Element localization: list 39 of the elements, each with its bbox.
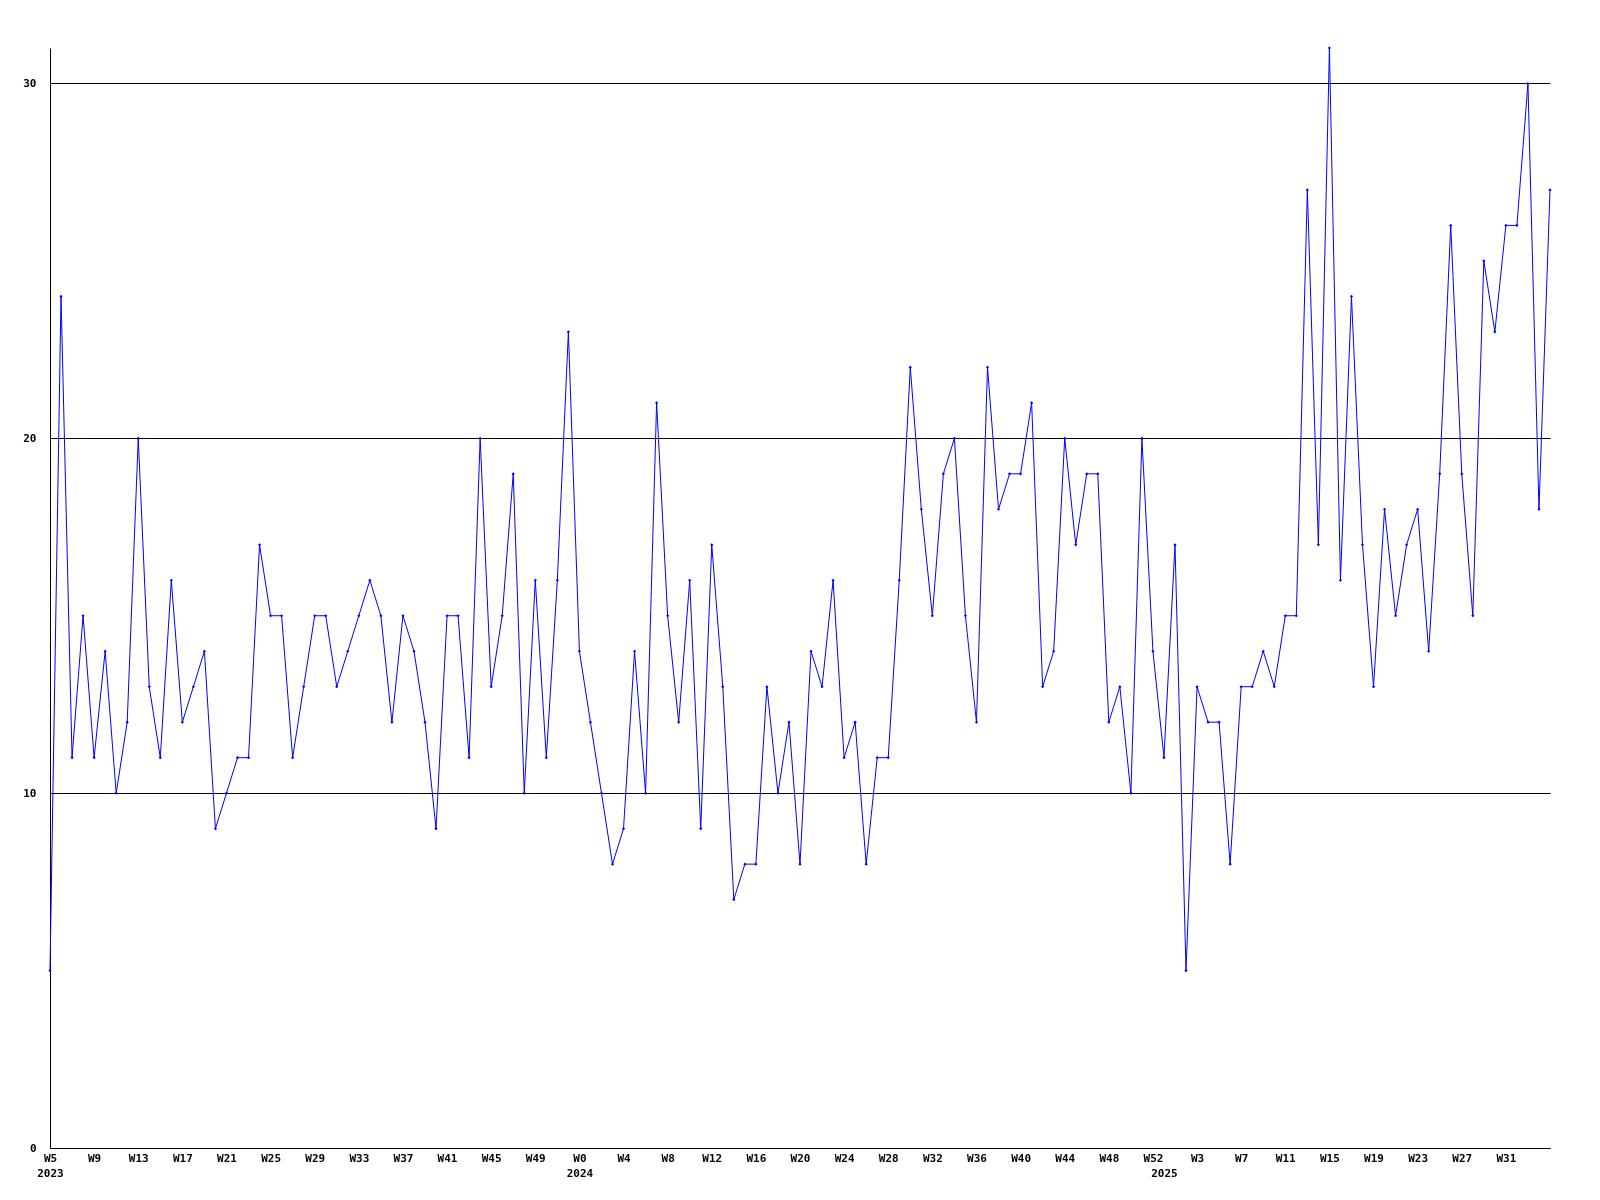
x-tick-label: W33 xyxy=(349,1151,370,1165)
x-tick-label: W48 xyxy=(1099,1151,1120,1165)
y-tick-label: 0 xyxy=(29,1141,37,1155)
x-tick-label: W21 xyxy=(217,1151,238,1165)
x-tick-label: W24 xyxy=(834,1151,855,1165)
y-tick-label: 10 xyxy=(23,786,37,800)
x-tick-label: W37 xyxy=(393,1151,414,1165)
x-tick-label: W28 xyxy=(878,1151,899,1165)
x-tick-label: W13 xyxy=(128,1151,149,1165)
x-tick-label: W7 xyxy=(1235,1151,1249,1165)
x-tick-label: W5 2023 xyxy=(37,1151,64,1180)
x-tick-label: W45 xyxy=(481,1151,502,1165)
x-tick-label: W12 xyxy=(702,1151,723,1165)
x-tick-label: W11 xyxy=(1275,1151,1297,1165)
x-tick-label: W29 xyxy=(305,1151,326,1165)
x-tick-label: W32 xyxy=(922,1151,943,1165)
x-tick-label: W27 xyxy=(1452,1151,1473,1165)
x-tick-label: W3 xyxy=(1190,1151,1205,1165)
x-tick-label: W44 xyxy=(1055,1151,1076,1165)
x-tick-label: W19 xyxy=(1364,1151,1384,1165)
x-tick-label: W16 xyxy=(746,1151,767,1165)
x-tick-label: W40 xyxy=(1011,1151,1032,1165)
x-tick-label: W31 xyxy=(1496,1151,1517,1165)
x-tick-label: W23 xyxy=(1408,1151,1429,1165)
x-tick-label: W49 xyxy=(525,1151,546,1165)
x-tick-label: W52 xyxy=(1143,1151,1164,1165)
y-tick-label: 20 xyxy=(23,431,37,445)
x-tick-label: W36 xyxy=(967,1151,988,1165)
x-tick-label: W17 xyxy=(172,1151,193,1165)
x-tick-label: W15 xyxy=(1319,1151,1340,1165)
x-tick-label: 2025 xyxy=(1151,1166,1178,1180)
x-tick-label: W9 xyxy=(87,1151,102,1165)
x-tick-label: W41 xyxy=(437,1151,458,1165)
x-tick-label: W25 xyxy=(261,1151,282,1165)
x-tick-label: W20 xyxy=(790,1151,811,1165)
x-tick-label: W8 xyxy=(661,1151,675,1165)
x-tick-label: W0 2024 xyxy=(566,1151,594,1180)
y-tick-label: 30 xyxy=(23,76,37,90)
x-tick-label: W4 xyxy=(617,1151,632,1165)
